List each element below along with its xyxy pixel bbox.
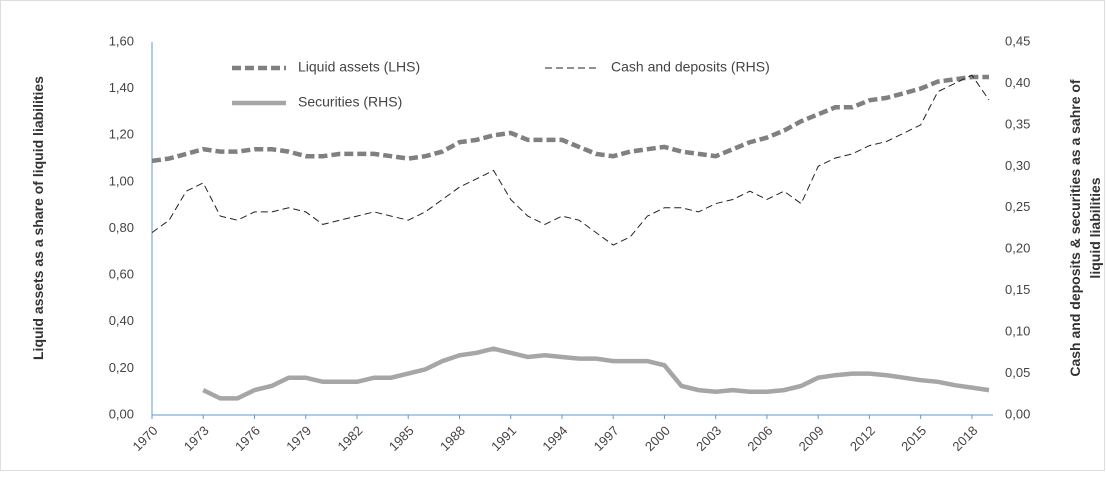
x-tick-label: 1988 <box>437 423 468 454</box>
x-tick-label: 2003 <box>693 423 724 454</box>
series-line <box>202 346 990 401</box>
y2-tick-label: 0,35 <box>1005 116 1030 131</box>
y2-tick-label: 0,30 <box>1005 158 1030 173</box>
x-tick-label: 2000 <box>642 423 673 454</box>
y2-tick-label: 0,15 <box>1005 282 1030 297</box>
y-tick-label: 1,60 <box>109 33 134 48</box>
x-tick-label: 1979 <box>283 423 314 454</box>
x-tick-label: 1997 <box>591 423 622 454</box>
y-tick-label: 0,80 <box>109 220 134 235</box>
y-tick-label: 0,40 <box>109 313 134 328</box>
y2-tick-label: 0,00 <box>1005 406 1030 421</box>
y2-tick-label: 0,20 <box>1005 241 1030 256</box>
x-tick-label: 1985 <box>386 423 417 454</box>
x-tick-label: 1973 <box>181 423 212 454</box>
y2-axis-label: Cash and deposits & securities as a sahr… <box>1067 79 1103 377</box>
x-tick-label: 1970 <box>129 423 160 454</box>
y-tick-label: 0,20 <box>109 360 134 375</box>
x-tick-label: 2018 <box>949 423 980 454</box>
x-tick-label: 1976 <box>232 423 263 454</box>
legend-label: Cash and deposits (RHS) <box>611 59 770 75</box>
y-tick-label: 1,20 <box>109 127 134 142</box>
x-tick-label: 2012 <box>847 423 878 454</box>
y2-tick-label: 0,25 <box>1005 199 1030 214</box>
series-line <box>151 74 989 164</box>
x-tick-label: 1994 <box>539 423 570 454</box>
x-tick-label: 2006 <box>744 423 775 454</box>
x-tick-label: 2015 <box>898 423 929 454</box>
x-tick-label: 1991 <box>488 423 519 454</box>
legend-label: Liquid assets (LHS) <box>298 59 420 75</box>
y-axis-label: Liquid assets as a share of liquid liabi… <box>30 76 46 360</box>
y-tick-label: 0,00 <box>109 406 134 421</box>
y2-tick-label: 0,40 <box>1005 75 1030 90</box>
y2-tick-label: 0,05 <box>1005 365 1030 380</box>
y-tick-label: 1,40 <box>109 80 134 95</box>
y-tick-label: 0,60 <box>109 267 134 282</box>
x-tick-label: 2009 <box>796 423 827 454</box>
legend-label: Securities (RHS) <box>298 94 402 110</box>
y2-tick-label: 0,45 <box>1005 33 1030 48</box>
y2-tick-label: 0,10 <box>1005 324 1030 339</box>
series-line <box>151 74 990 246</box>
x-tick-label: 1982 <box>334 423 365 454</box>
y-tick-label: 1,00 <box>109 173 134 188</box>
